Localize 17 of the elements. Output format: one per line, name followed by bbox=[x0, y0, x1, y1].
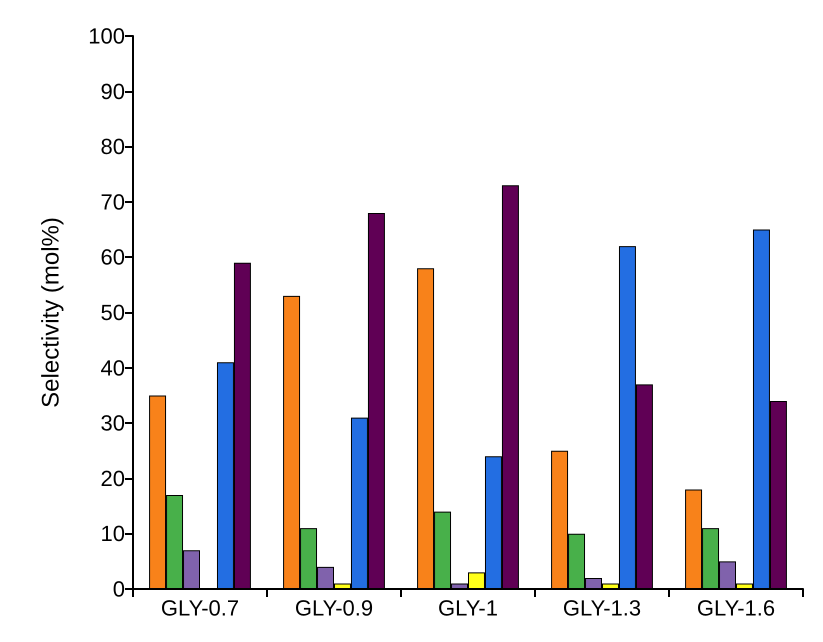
y-tick-label: 10 bbox=[100, 521, 125, 546]
x-tick-label: GLY-0.7 bbox=[160, 596, 240, 620]
y-tick-label: 80 bbox=[100, 134, 125, 160]
y-tick-label: 30 bbox=[100, 410, 125, 436]
x-tick-label: GLY-1.3 bbox=[562, 596, 642, 620]
y-tick-label: 20 bbox=[100, 466, 125, 491]
x-tick-label: GLY-0.9 bbox=[294, 596, 374, 620]
y-tick-label: 100 bbox=[88, 24, 125, 48]
y-tick-label: 50 bbox=[100, 300, 125, 325]
y-axis-title: Selectivity (mol%) bbox=[38, 217, 64, 408]
y-tick-label: 70 bbox=[100, 189, 125, 214]
y-tick-label: 40 bbox=[100, 355, 125, 380]
y-tick-label: 0 bbox=[112, 576, 125, 602]
y-tick-label: 90 bbox=[100, 78, 125, 104]
x-tick-label: GLY-1.6 bbox=[696, 596, 776, 620]
x-tick-label: GLY-1 bbox=[438, 596, 498, 620]
y-tick-label: 60 bbox=[100, 244, 125, 270]
